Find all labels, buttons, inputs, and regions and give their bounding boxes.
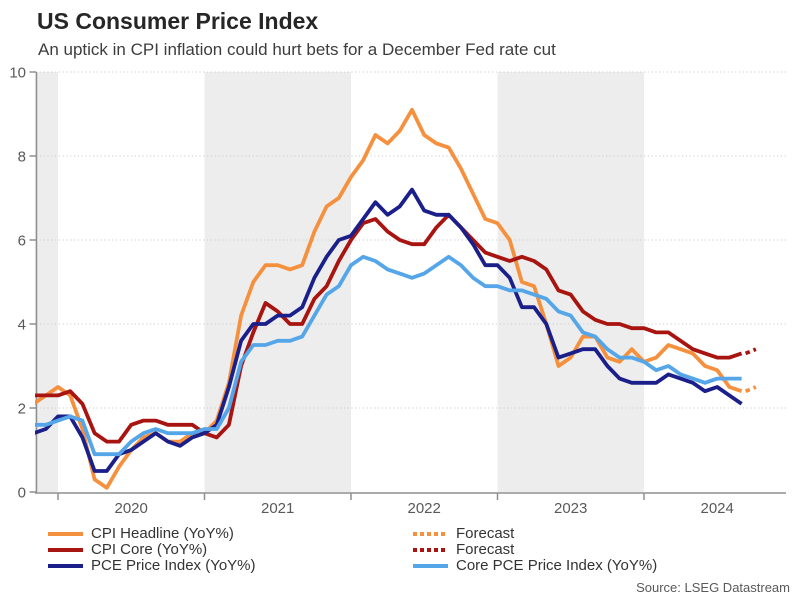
legend-label: CPI Core (YoY%) [91,541,208,558]
source-credit: Source: LSEG Datastream [636,580,790,595]
x-tick-label-2024: 2024 [701,500,734,517]
y-tick-label-0: 0 [18,485,26,502]
dotted-line-swatch [413,531,448,536]
legend-label: Forecast [456,541,515,558]
solid-line-swatch [413,563,448,568]
series-line-core-pce [35,254,742,457]
solid-line-swatch [48,563,83,568]
cpi-line-chart: 0 2 4 6 8 10 2020 2021 2022 2023 2024 [9,65,786,517]
legend-item-cpi-headline: CPI Headline (YoY%) [48,525,256,542]
forecast-dotted-cpi-headline [744,385,757,393]
legend-item-forecast-headline: Forecast [413,525,657,542]
year-shading-band-0 [35,72,58,492]
legend-left-column: CPI Headline (YoY%) CPI Core (YoY%) PCE Pr… [48,525,256,574]
solid-line-swatch [48,531,83,536]
y-tick-label-2: 2 [18,401,26,418]
y-tick-label-4: 4 [18,317,26,334]
series-group [35,107,757,490]
legend-label: Forecast [456,525,515,542]
legend-item-cpi-core: CPI Core (YoY%) [48,541,256,558]
page-title: US Consumer Price Index [37,8,319,34]
legend-right-column: Forecast Forecast Core PCE Price Index (Yo… [413,525,658,574]
page-subtitle: An uptick in CPI inflation could hurt be… [38,40,556,59]
solid-line-swatch [48,547,83,552]
y-tick-label-10: 10 [9,65,26,82]
y-tick-label-8: 8 [18,149,26,166]
legend-item-pce: PCE Price Index (YoY%) [48,557,256,574]
forecast-dotted-cpi-core [744,347,757,356]
legend-label: PCE Price Index (YoY%) [91,557,256,574]
dotted-line-swatch [413,547,448,552]
x-tick-label-2023: 2023 [554,500,587,517]
series-line-pce [35,187,743,473]
legend-item-forecast-core: Forecast [413,541,657,558]
y-tick-label-6: 6 [18,233,26,250]
x-tick-label-2020: 2020 [115,500,148,517]
x-tick-label-2022: 2022 [408,500,441,517]
legend-item-core-pce: Core PCE Price Index (YoY%) [413,557,658,574]
legend-label: Core PCE Price Index (YoY%) [456,557,658,574]
year-shading-band-2 [497,72,644,492]
series-line-cpi-core [35,212,743,444]
x-tick-label-2021: 2021 [261,500,294,517]
legend-label: CPI Headline (YoY%) [91,525,234,542]
